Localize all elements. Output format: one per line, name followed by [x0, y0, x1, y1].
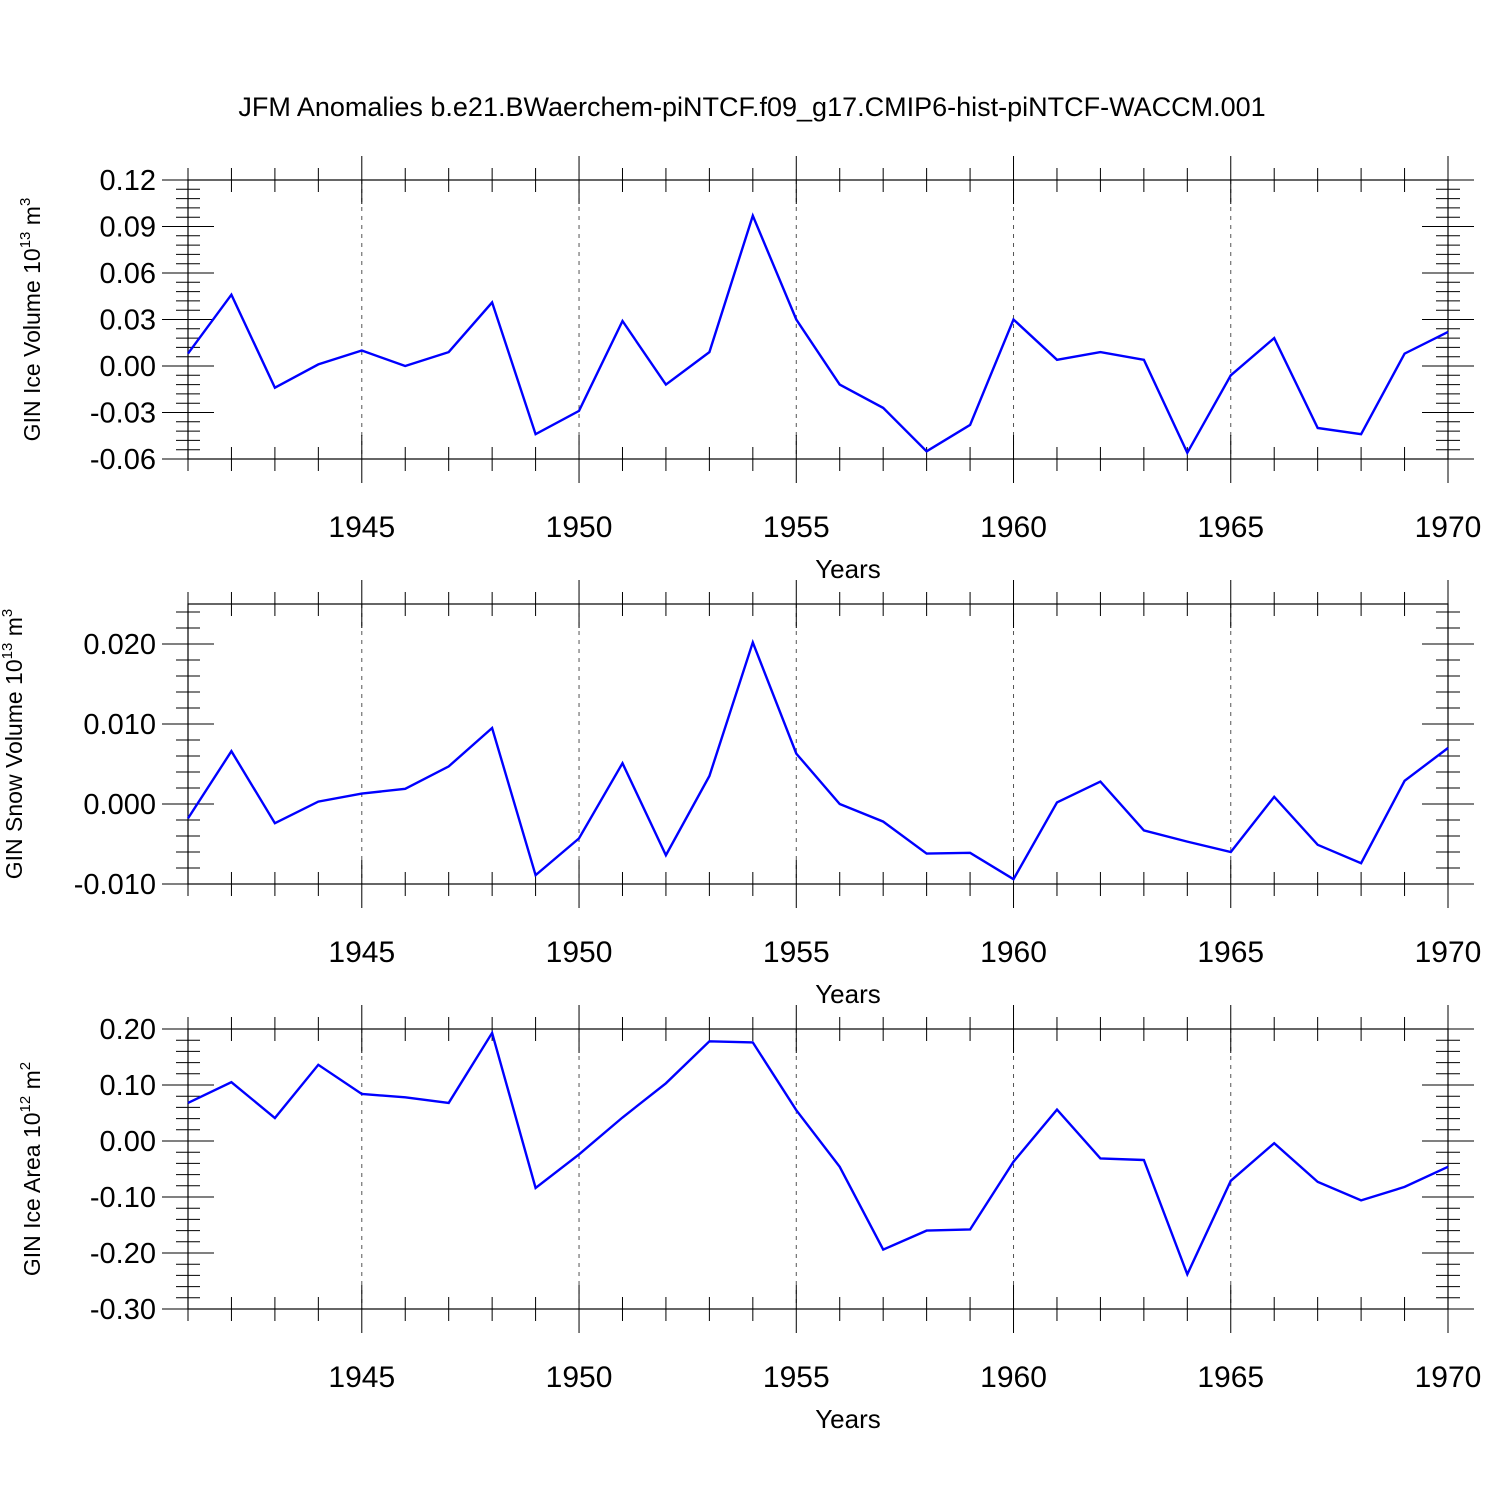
x-tick-label: 1950	[546, 1361, 613, 1394]
chart-panel-1: -0.06 -0.03 0.00 0.03 0.06 0.09 0.12 1945 1950 19…	[17, 156, 1481, 584]
y-tick-label: 0.00	[100, 1126, 156, 1158]
x-tick-label: 1950	[546, 511, 613, 544]
y-axis-title-text: m	[19, 1070, 45, 1096]
y-tick-label: 0.06	[100, 258, 156, 290]
y-axis-title: GIN Snow Volume 1013 m3	[0, 609, 27, 880]
chart-title: JFM Anomalies b.e21.BWaerchem-piNTCF.f09…	[238, 92, 1265, 122]
x-tick-label: 1960	[980, 511, 1047, 544]
y-tick-label: 0.00	[100, 351, 156, 383]
y-tick-label: 0.000	[83, 789, 156, 821]
chart-panel-2: -0.010 0.000 0.010 0.020 1945 1950 1955 1960 196…	[0, 580, 1481, 1009]
plot-frame	[187, 603, 1449, 885]
y-axis-title-exponent: 3	[0, 609, 16, 617]
y-axis-title-exponent: 3	[17, 198, 34, 206]
chart-panel-3: -0.30 -0.20 -0.10 0.00 0.10 0.20 1945 1950 1955 1…	[17, 1005, 1481, 1434]
x-tick-label: 1965	[1197, 511, 1264, 544]
y-tick-label: 0.010	[83, 709, 156, 741]
x-tick-label: 1965	[1197, 1361, 1264, 1394]
y-tick-label: -0.06	[90, 444, 156, 476]
y-axis-title-exponent: 13	[17, 232, 34, 249]
y-axis-title-exponent: 12	[17, 1096, 34, 1113]
x-tick-label: 1965	[1197, 936, 1264, 969]
x-tick-label: 1950	[546, 936, 613, 969]
x-tick-label: 1970	[1415, 936, 1482, 969]
y-tick-label: 0.10	[100, 1070, 156, 1102]
y-axis-title-text: m	[19, 206, 45, 232]
y-axis-title-exponent: 2	[17, 1062, 34, 1070]
y-tick-label: -0.03	[90, 398, 156, 430]
x-tick-label: 1945	[328, 1361, 395, 1394]
y-tick-label: -0.10	[90, 1182, 156, 1214]
y-tick-label: -0.010	[74, 869, 156, 901]
x-tick-label: 1955	[763, 936, 830, 969]
y-tick-label: -0.20	[90, 1238, 156, 1270]
x-axis-title: Years	[815, 554, 881, 584]
y-axis-title-text: m	[1, 617, 27, 643]
y-tick-label: 0.20	[100, 1014, 156, 1046]
series-line	[186, 638, 1449, 881]
y-axis-title-exponent: 13	[0, 643, 16, 660]
x-tick-label: 1960	[980, 1361, 1047, 1394]
y-tick-label: 0.03	[100, 305, 156, 337]
plot-frame	[187, 179, 1449, 460]
series-line	[187, 212, 1449, 456]
y-axis-title-text: GIN Ice Area 10	[19, 1112, 45, 1276]
x-tick-label: 1955	[763, 1361, 830, 1394]
y-axis-title: GIN Ice Volume 1013 m3	[17, 198, 45, 442]
plot-frame	[187, 1028, 1449, 1310]
y-tick-label: 0.020	[83, 629, 156, 661]
x-tick-label: 1955	[763, 511, 830, 544]
y-tick-label: 0.09	[100, 212, 156, 244]
y-tick-label: 0.12	[100, 165, 156, 197]
series-line	[187, 1029, 1449, 1278]
y-axis-title-text: GIN Ice Volume 10	[19, 248, 45, 441]
x-tick-label: 1970	[1415, 511, 1482, 544]
y-axis-title: GIN Ice Area 1012 m2	[17, 1062, 45, 1276]
x-tick-label: 1970	[1415, 1361, 1482, 1394]
y-tick-label: -0.30	[90, 1294, 156, 1326]
x-tick-label: 1960	[980, 936, 1047, 969]
x-axis-title: Years	[815, 979, 881, 1009]
y-axis-title-text: GIN Snow Volume 10	[1, 659, 27, 879]
x-axis-title: Years	[815, 1404, 881, 1434]
x-tick-label: 1945	[328, 936, 395, 969]
x-tick-label: 1945	[328, 511, 395, 544]
